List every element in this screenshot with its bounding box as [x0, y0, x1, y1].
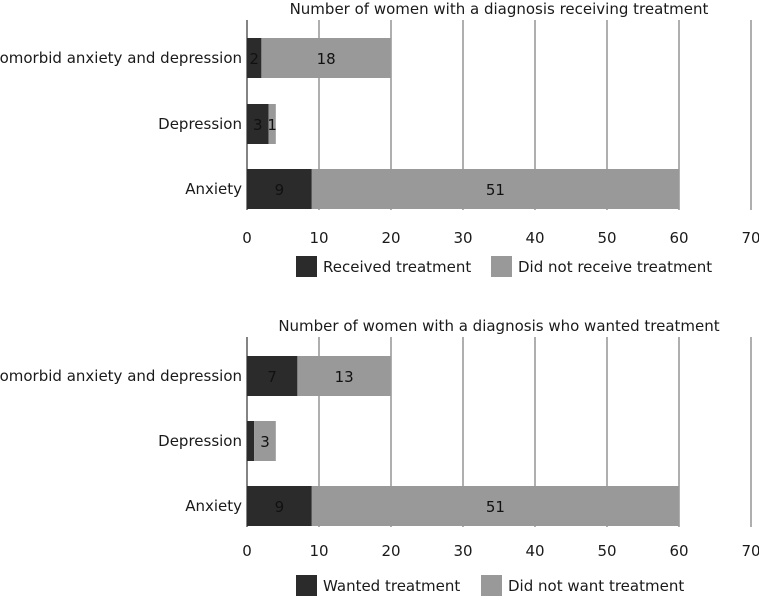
bar-segment — [297, 356, 391, 396]
data-label: 3 — [253, 116, 263, 134]
x-tick-label: 20 — [381, 542, 400, 560]
bar-segment — [247, 356, 298, 396]
bar-segment — [311, 169, 679, 209]
bar-segment — [247, 486, 312, 526]
legend-label: Wanted treatment — [323, 577, 460, 595]
legend-label: Received treatment — [323, 258, 471, 276]
bar-segment — [311, 486, 679, 526]
category-label: Anxiety — [185, 180, 242, 198]
bar-segment — [268, 104, 276, 144]
x-tick-label: 10 — [309, 542, 328, 560]
x-tick-label: 50 — [597, 229, 616, 247]
x-tick-label: 0 — [242, 229, 252, 247]
category-label: Comorbid anxiety and depression — [0, 49, 242, 67]
legend-swatch — [296, 575, 317, 596]
x-tick-label: 60 — [669, 229, 688, 247]
legend-swatch — [296, 256, 317, 277]
data-label: 7 — [267, 368, 277, 386]
data-label: 9 — [275, 181, 285, 199]
legend-swatch — [481, 575, 502, 596]
x-tick-label: 70 — [741, 542, 759, 560]
bar-segment — [247, 169, 312, 209]
data-label: 51 — [486, 181, 505, 199]
x-tick-label: 50 — [597, 542, 616, 560]
category-label: Comorbid anxiety and depression — [0, 367, 242, 385]
category-label: Anxiety — [185, 497, 242, 515]
chart-title: Number of women with a diagnosis receivi… — [290, 0, 709, 18]
legend-label: Did not want treatment — [508, 577, 684, 595]
chart-title: Number of women with a diagnosis who wan… — [278, 317, 719, 335]
bar-segment — [247, 38, 262, 78]
x-tick-label: 60 — [669, 542, 688, 560]
data-label: 1 — [267, 116, 277, 134]
data-label: 2 — [249, 50, 259, 68]
bar-segment — [261, 38, 391, 78]
data-label: 3 — [260, 433, 270, 451]
x-tick-label: 40 — [525, 542, 544, 560]
bar-segment — [247, 421, 255, 461]
category-label: Depression — [158, 432, 242, 450]
legend-swatch — [491, 256, 512, 277]
category-label: Depression — [158, 115, 242, 133]
x-tick-label: 10 — [309, 229, 328, 247]
data-label: 13 — [335, 368, 354, 386]
legend-label: Did not receive treatment — [518, 258, 712, 276]
bar-segment — [247, 104, 269, 144]
data-label: 9 — [275, 498, 285, 516]
x-tick-label: 70 — [741, 229, 759, 247]
x-tick-label: 0 — [242, 542, 252, 560]
data-label: 18 — [317, 50, 336, 68]
x-tick-label: 30 — [453, 229, 472, 247]
x-tick-label: 30 — [453, 542, 472, 560]
x-tick-label: 20 — [381, 229, 400, 247]
bar-segment — [254, 421, 276, 461]
data-label: 51 — [486, 498, 505, 516]
x-tick-label: 40 — [525, 229, 544, 247]
